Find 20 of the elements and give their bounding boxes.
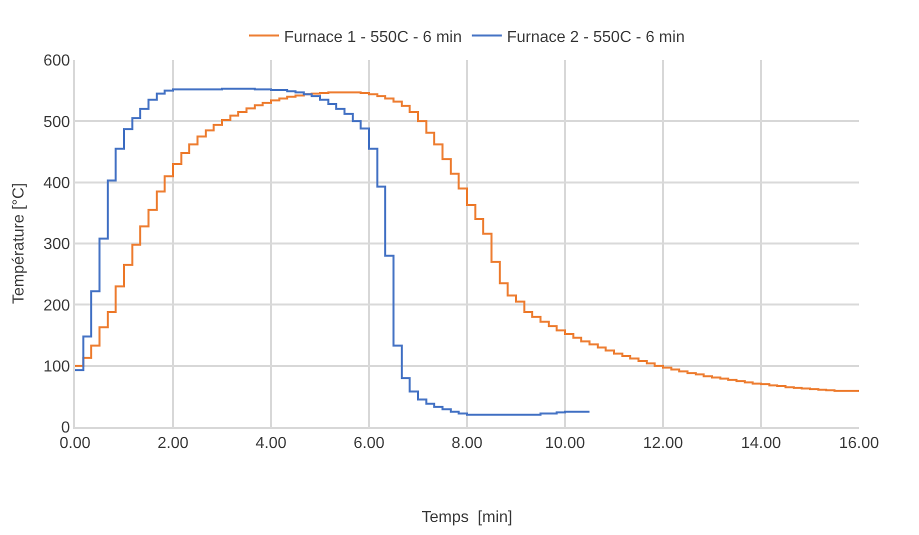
x-tick-label: 16.00 (838, 434, 880, 452)
y-tick-label: 200 (43, 297, 70, 314)
x-tick-label: 4.00 (255, 434, 287, 452)
x-tick-label: 2.00 (157, 434, 189, 452)
y-tick-label: 600 (43, 52, 70, 70)
y-tick-label: 400 (43, 174, 70, 192)
legend-label: Furnace 2 - 550C - 6 min (506, 28, 685, 46)
y-axis-title: Température [°C] (10, 182, 28, 304)
x-tick-label: 6.00 (353, 434, 385, 452)
x-tick-label: 14.00 (740, 434, 782, 452)
x-tick-label: 8.00 (451, 434, 483, 452)
y-tick-label: 0 (61, 420, 70, 437)
x-tick-label: 12.00 (642, 434, 684, 452)
x-tick-label: 10.00 (544, 434, 586, 452)
y-tick-label: 100 (43, 358, 70, 376)
y-tick-label: 300 (43, 236, 70, 254)
x-axis-title: Temps [min] (422, 509, 512, 526)
x-tick-label: 0.00 (59, 434, 91, 452)
legend-label: Furnace 1 - 550C - 6 min (284, 28, 462, 46)
y-tick-label: 500 (43, 114, 70, 131)
